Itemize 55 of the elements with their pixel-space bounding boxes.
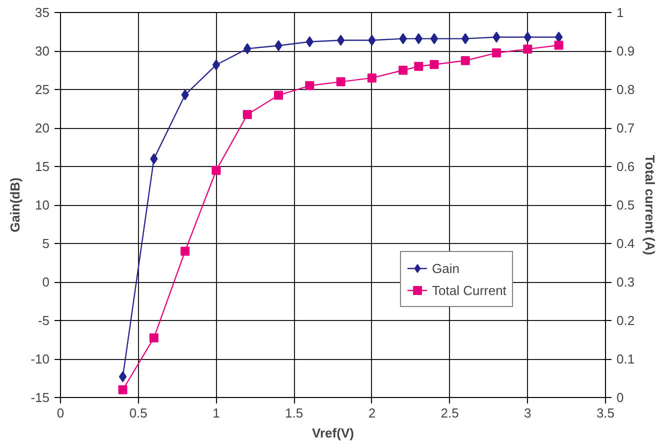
y-tick-label: 0 — [42, 274, 50, 290]
y-tick-label: 15 — [35, 159, 50, 174]
point — [367, 73, 376, 82]
point — [118, 385, 128, 394]
point — [554, 40, 564, 50]
y2-tick-label: 0.2 — [616, 313, 635, 328]
point — [398, 66, 408, 75]
y2-tick-label: 0 — [616, 390, 624, 405]
x-tick-label: 0 — [56, 406, 64, 420]
x-tick-label: 2 — [368, 406, 376, 420]
y-tick-label: 10 — [35, 198, 50, 212]
x-axis-title: Vref(V) — [312, 426, 354, 440]
y2-tick-label: 0.8 — [616, 82, 635, 97]
point — [460, 56, 470, 66]
legend-label: Gain — [432, 260, 460, 276]
point — [492, 48, 501, 58]
point — [414, 62, 424, 71]
y-tick-label: -10 — [30, 352, 50, 366]
y-tick-label: 30 — [35, 44, 50, 58]
y2-tick-label: 1 — [616, 5, 624, 20]
y-tick-label: 25 — [35, 82, 50, 97]
x-tick-label: 3.5 — [596, 406, 615, 420]
y2-tick-label: 0.3 — [616, 274, 635, 290]
point — [336, 77, 346, 86]
y2-axis-title: Total current (A) — [642, 154, 658, 256]
x-tick-label: 3 — [524, 406, 532, 420]
y2-tick-label: 0.7 — [616, 120, 635, 136]
point — [212, 166, 221, 175]
point — [336, 34, 345, 46]
point — [149, 333, 158, 342]
x-tick-label: 1.5 — [285, 406, 304, 420]
y2-tick-label: 0.6 — [616, 159, 635, 174]
point — [430, 33, 438, 44]
legend-label: Total Current — [432, 282, 506, 298]
point — [523, 44, 532, 54]
point — [242, 110, 252, 120]
y2-tick-label: 0.5 — [616, 198, 635, 212]
point — [274, 90, 283, 100]
point — [212, 59, 220, 70]
y-tick-label: -15 — [30, 390, 50, 405]
point — [305, 81, 314, 90]
y2-tick-label: 0.4 — [616, 236, 635, 251]
x-tick-label: 2.5 — [440, 406, 459, 420]
y2-tick-label: 0.9 — [616, 44, 635, 58]
x-tick-label: 1 — [212, 406, 220, 420]
point — [180, 246, 190, 256]
point — [430, 60, 439, 69]
point — [118, 371, 127, 382]
y-tick-label: 20 — [35, 120, 50, 136]
x-tick-label: 0.5 — [129, 406, 148, 420]
y-tick-label: 5 — [42, 236, 50, 251]
y2-tick-label: 0.1 — [616, 352, 635, 366]
y-tick-label: -5 — [38, 313, 50, 328]
y-tick-label: 35 — [35, 5, 50, 20]
y-axis-title: Gain(dB) — [8, 178, 23, 232]
